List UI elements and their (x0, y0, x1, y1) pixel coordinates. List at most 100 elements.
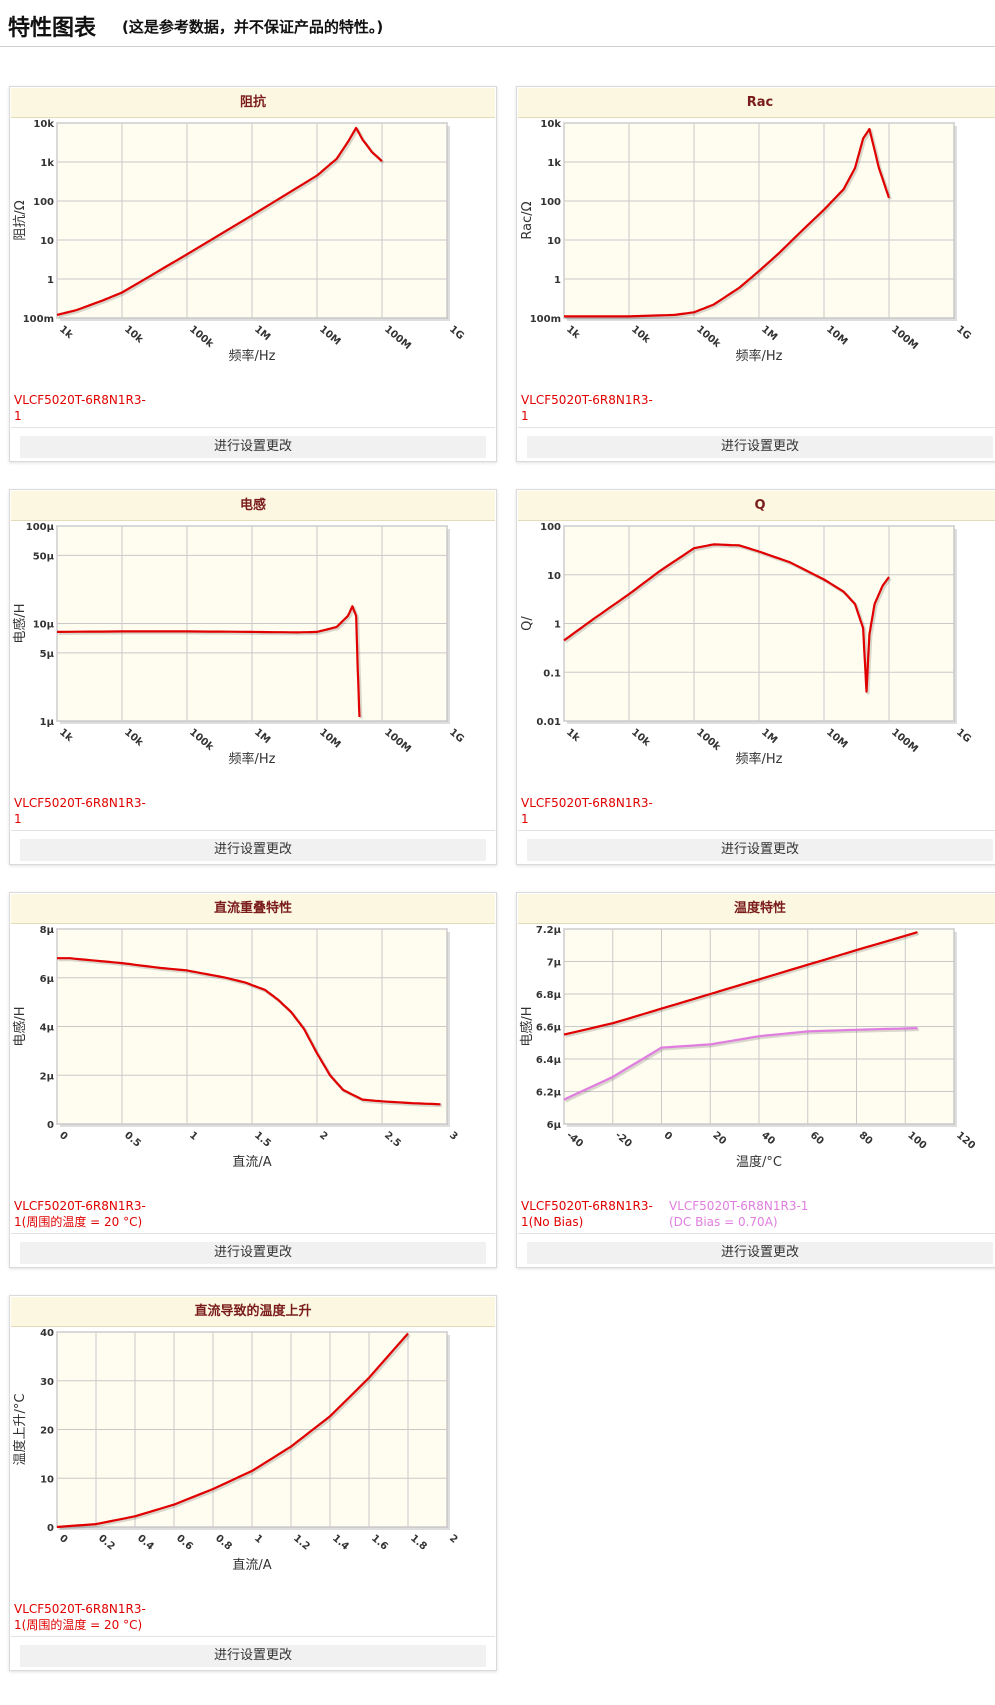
x-axis-label: 温度/°C (736, 1154, 782, 1170)
y-axis-label: 电感/H (12, 1006, 28, 1046)
chart-panel: Q 1k 10k 100k 1M 10M 100M 1G 0.01 0.1 1 10 100 频率/Hz Q… (516, 489, 995, 865)
y-tick-label: 10 (40, 236, 54, 247)
x-axis-label: 频率/Hz (229, 751, 276, 767)
x-tick-label: 0 (662, 1130, 674, 1143)
x-axis-label: 频率/Hz (736, 751, 783, 767)
series-line-shadow (58, 606, 363, 719)
divider (11, 427, 495, 428)
chart-svg: 1k 10k 100k 1M 10M 100M 1G 1μ 5μ 10μ 50μ 100μ 频率/Hz 电… (12, 522, 466, 767)
y-tick-label: 0.01 (536, 717, 561, 728)
chart-svg: 1k 10k 100k 1M 10M 100M 1G 100m 1 10 100 1k 10k 频率/Hz… (520, 119, 973, 364)
series-line (563, 543, 890, 693)
x-tick-label: 100M (889, 324, 920, 352)
chart-svg: 0 0.5 1 1.5 2 2.5 3 0 2μ 4μ 6μ 8μ 直流/A 电感/H (12, 925, 460, 1170)
y-tick-label: 6.2μ (536, 1088, 562, 1099)
x-tick-label: 100M (889, 727, 920, 755)
x-tick-label: 120 (954, 1130, 977, 1152)
y-tick-label: 40 (40, 1328, 54, 1339)
x-tick-label: 10k (122, 727, 145, 749)
y-tick-label: 6.6μ (536, 1023, 562, 1034)
x-tick-label: 1M (252, 727, 272, 746)
y-tick-label: 0 (47, 1523, 54, 1534)
legend-entry: VLCF5020T-6R8N1R3-1(No Bias) (521, 1199, 653, 1229)
x-tick-label: 0.5 (122, 1130, 143, 1150)
x-tick-label: 0.4 (135, 1533, 156, 1553)
x-tick-label: 10k (629, 324, 652, 346)
series-line (563, 931, 918, 1036)
settings-change-button[interactable]: 进行设置更改 (527, 839, 993, 861)
settings-change-button[interactable]: 进行设置更改 (20, 436, 486, 458)
y-tick-label: 50μ (33, 551, 55, 562)
settings-change-button[interactable]: 进行设置更改 (527, 436, 993, 458)
chart-title: 电感 (11, 491, 495, 521)
y-tick-label: 6.8μ (536, 990, 562, 1001)
x-tick-label: 1G (447, 324, 466, 342)
y-tick-label: 30 (40, 1377, 54, 1388)
x-axis-label: 频率/Hz (736, 348, 783, 364)
y-tick-label: 1 (47, 275, 54, 286)
y-tick-label: 0.1 (543, 668, 561, 679)
x-tick-label: 10M (317, 324, 342, 348)
y-tick-label: 4μ (40, 1023, 55, 1034)
x-tick-label: 1M (759, 324, 779, 343)
y-tick-label: 10k (33, 119, 54, 130)
y-tick-label: 2μ (40, 1071, 55, 1082)
series-line (564, 127, 891, 318)
chart-panel: 直流重叠特性 0 0.5 1 1.5 2 2.5 3 0 2μ 4μ 6μ 8μ 直流/A 电感/H VLCF… (9, 892, 497, 1268)
x-tick-label: 10M (824, 324, 849, 348)
chart-panel: 直流导致的温度上升 0 0.2 0.4 0.6 0.8 1 1.2 1.4 1.6 1.8 2 0 10 2… (9, 1295, 497, 1671)
x-tick-label: 10M (317, 727, 342, 751)
x-tick-label: 10M (824, 727, 849, 751)
x-tick-label: 1.5 (252, 1130, 273, 1150)
legend-entry: VLCF5020T-6R8N1R3-1(周围的温度 = 20 °C) (14, 1199, 146, 1229)
x-tick-label: 60 (808, 1130, 826, 1147)
y-tick-label: 7.2μ (536, 925, 562, 936)
y-tick-label: 20 (40, 1426, 54, 1437)
settings-change-button[interactable]: 进行设置更改 (20, 1645, 486, 1667)
chart-title: Rac (518, 88, 995, 118)
y-tick-label: 10 (547, 571, 561, 582)
x-tick-label: 100 (905, 1130, 928, 1152)
x-tick-label: 1.4 (330, 1533, 351, 1553)
y-tick-label: 5μ (40, 649, 55, 660)
settings-change-button[interactable]: 进行设置更改 (20, 839, 486, 861)
x-tick-label: 80 (857, 1130, 875, 1147)
y-tick-label: 100 (540, 522, 561, 533)
x-tick-label: 1k (57, 324, 75, 341)
x-tick-label: 10k (122, 324, 145, 346)
y-tick-label: 0 (47, 1120, 54, 1131)
x-tick-label: 1k (564, 727, 582, 744)
x-tick-label: 0.8 (213, 1533, 234, 1553)
series-line-shadow (564, 1028, 919, 1103)
divider (518, 1233, 995, 1234)
legend-entry: VLCF5020T-6R8N1R3-1(DC Bias = 0.70A) (669, 1199, 809, 1229)
x-tick-label: 1G (954, 324, 973, 342)
y-tick-label: 10k (540, 119, 561, 130)
x-tick-label: 100k (694, 727, 722, 753)
x-tick-label: 100k (694, 324, 722, 350)
y-tick-label: 6.4μ (536, 1055, 562, 1066)
settings-change-button[interactable]: 进行设置更改 (527, 1242, 993, 1264)
y-tick-label: 100 (33, 197, 54, 208)
divider (518, 427, 995, 428)
y-tick-label: 6μ (547, 1120, 562, 1131)
y-tick-label: 10 (40, 1474, 54, 1485)
chart-title: 直流重叠特性 (11, 894, 495, 924)
page-title: 特性图表 (8, 16, 97, 41)
series-line (57, 957, 441, 1106)
settings-change-button[interactable]: 进行设置更改 (20, 1242, 486, 1264)
y-tick-label: 100m (530, 314, 561, 325)
y-axis-label: 电感/H (12, 603, 28, 643)
divider (518, 830, 995, 831)
legend-entry: VLCF5020T-6R8N1R3-1 (14, 796, 146, 826)
divider (11, 1636, 495, 1637)
chart-panel: Rac 1k 10k 100k 1M 10M 100M 1G 100m 1 10 100 1k 10k 频率… (516, 86, 995, 462)
x-tick-label: 1M (252, 324, 272, 343)
x-tick-label: 100M (382, 727, 413, 755)
chart-title: 温度特性 (518, 894, 995, 924)
y-tick-label: 1μ (40, 717, 55, 728)
x-tick-label: 1G (447, 727, 466, 745)
legend-entry: VLCF5020T-6R8N1R3-1 (521, 796, 653, 826)
x-tick-label: 0 (57, 1130, 69, 1143)
y-axis-label: 温度上升/°C (12, 1394, 28, 1466)
